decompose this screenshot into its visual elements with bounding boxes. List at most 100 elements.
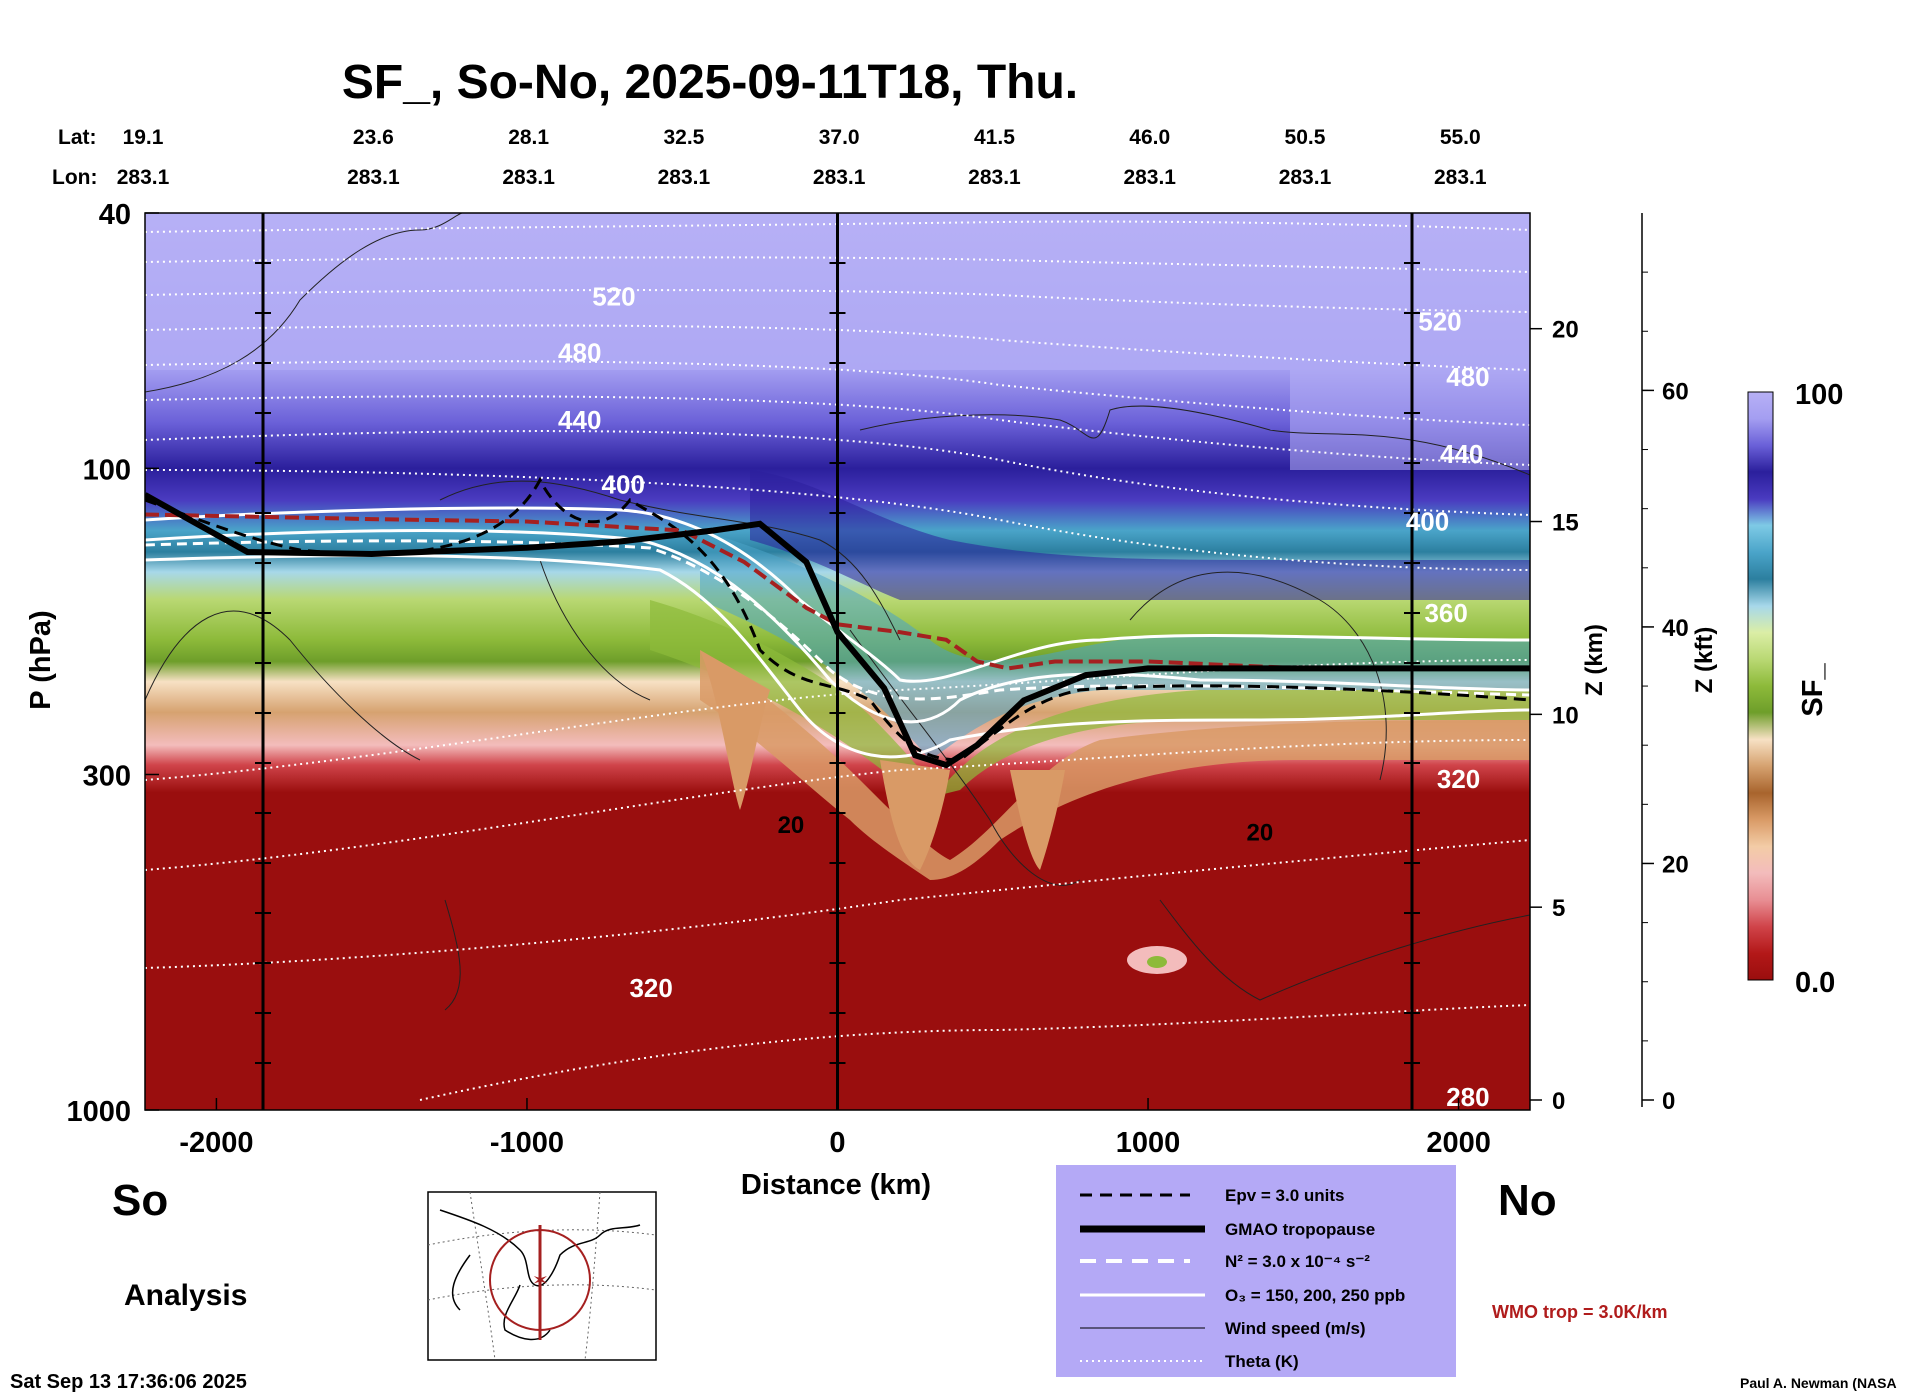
timestamp: Sat Sep 13 17:36:06 2025 [10, 1371, 247, 1393]
lat-label: Lat: [58, 126, 97, 149]
n2-contour [145, 539, 1530, 701]
legend-o3: O₃ = 150, 200, 250 ppb [1225, 1286, 1405, 1305]
y-axis: 40 100 300 1000 [66, 199, 159, 1128]
y-tick-label: 40 [99, 199, 131, 231]
x-axis: -2000 -1000 0 1000 2000 [179, 1098, 1491, 1159]
x-axis-label: Distance (km) [741, 1169, 931, 1201]
epv-contour [145, 476, 1530, 762]
theta-label: 520 [592, 282, 635, 312]
lon-value: 283.1 [347, 166, 400, 189]
legend: Epv = 3.0 units GMAO tropopause N² = 3.0… [1056, 1165, 1456, 1377]
lon-value: 283.1 [813, 166, 866, 189]
sf-fold-tan [700, 650, 1530, 880]
wmo-tropopause-line [145, 512, 1530, 671]
x-tick-label: -2000 [179, 1127, 253, 1159]
lat-value: 19.1 [123, 126, 164, 149]
reference-lines [255, 213, 1420, 1110]
sf-intrusion-3 [1010, 770, 1065, 870]
sf-fold-purple [750, 470, 1530, 600]
lat-value: 23.6 [353, 126, 394, 149]
sf-intrusion-2 [880, 760, 950, 870]
theta-label: 400 [602, 470, 645, 500]
lon-value: 283.1 [968, 166, 1021, 189]
z-km-tick-label: 15 [1552, 510, 1579, 537]
sf-fold-green [650, 600, 1530, 800]
z-kft-axis-label: Z (kft) [1691, 627, 1718, 694]
wind-label: 20 [778, 812, 805, 839]
x-tick-label: 0 [829, 1127, 845, 1159]
legend-gmao: GMAO tropopause [1225, 1220, 1375, 1239]
sf-low-blob-core [1147, 956, 1167, 968]
theta-label: 440 [558, 405, 601, 435]
lat-value: 41.5 [974, 126, 1015, 149]
wind-label: 20 [1246, 819, 1273, 846]
analysis-label: Analysis [124, 1279, 247, 1312]
gmao-tropopause-line [145, 492, 1530, 769]
latlon-header: 19.1 283.1 23.6 283.1 28.1 283.1 32.5 283.1 37.0… [117, 126, 1487, 189]
inset-map-frame [427, 1191, 657, 1361]
colorbar-bar [1747, 391, 1774, 981]
x-tick-label: 1000 [1116, 1127, 1181, 1159]
z-km-axis-label: Z (km) [1581, 624, 1608, 696]
ozone-contours [145, 506, 1530, 759]
theta-label: 520 [1418, 306, 1461, 336]
wind-labels: 20 20 [778, 812, 1274, 846]
z-kft-tick-label: 60 [1662, 378, 1689, 405]
x-tick-label: -1000 [490, 1127, 564, 1159]
legend-epv: Epv = 3.0 units [1225, 1186, 1345, 1205]
x-tick-label: 2000 [1426, 1127, 1491, 1159]
lon-value: 283.1 [502, 166, 555, 189]
inset-map: ✶ [427, 1191, 657, 1361]
legend-n2: N² = 3.0 x 10⁻⁴ s⁻² [1225, 1252, 1370, 1271]
credit: Paul A. Newman (NASA [1740, 1375, 1897, 1391]
lat-value: 28.1 [508, 126, 549, 149]
z-kft-axis: 0 20 40 60 [1641, 213, 1689, 1115]
sf-intrusion-1 [700, 650, 770, 810]
z-kft-tick-label: 20 [1662, 851, 1689, 878]
legend-theta: Theta (K) [1225, 1352, 1299, 1371]
y-axis-label: P (hPa) [25, 610, 57, 709]
z-km-tick-label: 0 [1552, 1088, 1565, 1115]
lat-value: 32.5 [663, 126, 704, 149]
y-tick-label: 300 [83, 760, 131, 792]
plot-area [145, 213, 1530, 1110]
colorbar-min-label: 0.0 [1795, 967, 1835, 999]
star-icon: ✶ [532, 1270, 549, 1292]
lon-value: 283.1 [1434, 166, 1487, 189]
lat-value: 50.5 [1285, 126, 1326, 149]
lon-value: 283.1 [658, 166, 711, 189]
chart-title: SF_, So-No, 2025-09-11T18, Thu. [342, 56, 1078, 109]
colorbar-max-label: 100 [1795, 379, 1843, 411]
theta-label: 320 [1437, 764, 1480, 794]
z-km-axis: 0 5 10 15 20 [1530, 317, 1579, 1115]
lon-value: 283.1 [1279, 166, 1332, 189]
z-kft-tick-label: 40 [1662, 615, 1689, 642]
lon-value: 283.1 [117, 166, 170, 189]
theta-label: 280 [1446, 1082, 1489, 1112]
legend-box [1056, 1165, 1456, 1377]
south-label: So [112, 1176, 168, 1225]
north-label: No [1498, 1176, 1557, 1225]
theta-label: 320 [629, 973, 672, 1003]
z-km-tick-label: 5 [1552, 895, 1565, 922]
sf-fold-blue [700, 530, 1530, 760]
theta-label: 400 [1406, 506, 1449, 536]
y-tick-label: 1000 [66, 1096, 131, 1128]
lat-value: 37.0 [819, 126, 860, 149]
colorbar: 100 0.0 SF_ [1747, 379, 1843, 999]
lat-value: 46.0 [1129, 126, 1170, 149]
theta-label: 480 [558, 338, 601, 368]
y-tick-label: 100 [83, 454, 131, 486]
theta-label: 360 [1424, 598, 1467, 628]
colorbar-title: SF_ [1797, 663, 1829, 717]
z-km-tick-label: 10 [1552, 702, 1579, 729]
theta-label: 480 [1446, 362, 1489, 392]
z-kft-tick-label: 0 [1662, 1088, 1675, 1115]
wmo-trop-note: WMO trop = 3.0K/km [1492, 1302, 1668, 1322]
lat-value: 55.0 [1440, 126, 1481, 149]
lon-label: Lon: [52, 166, 97, 189]
theta-labels: 520 520 480 480 440 440 400 400 360 320 320 280 [558, 282, 1490, 1113]
legend-wind: Wind speed (m/s) [1225, 1319, 1366, 1338]
z-km-tick-label: 20 [1552, 317, 1579, 344]
